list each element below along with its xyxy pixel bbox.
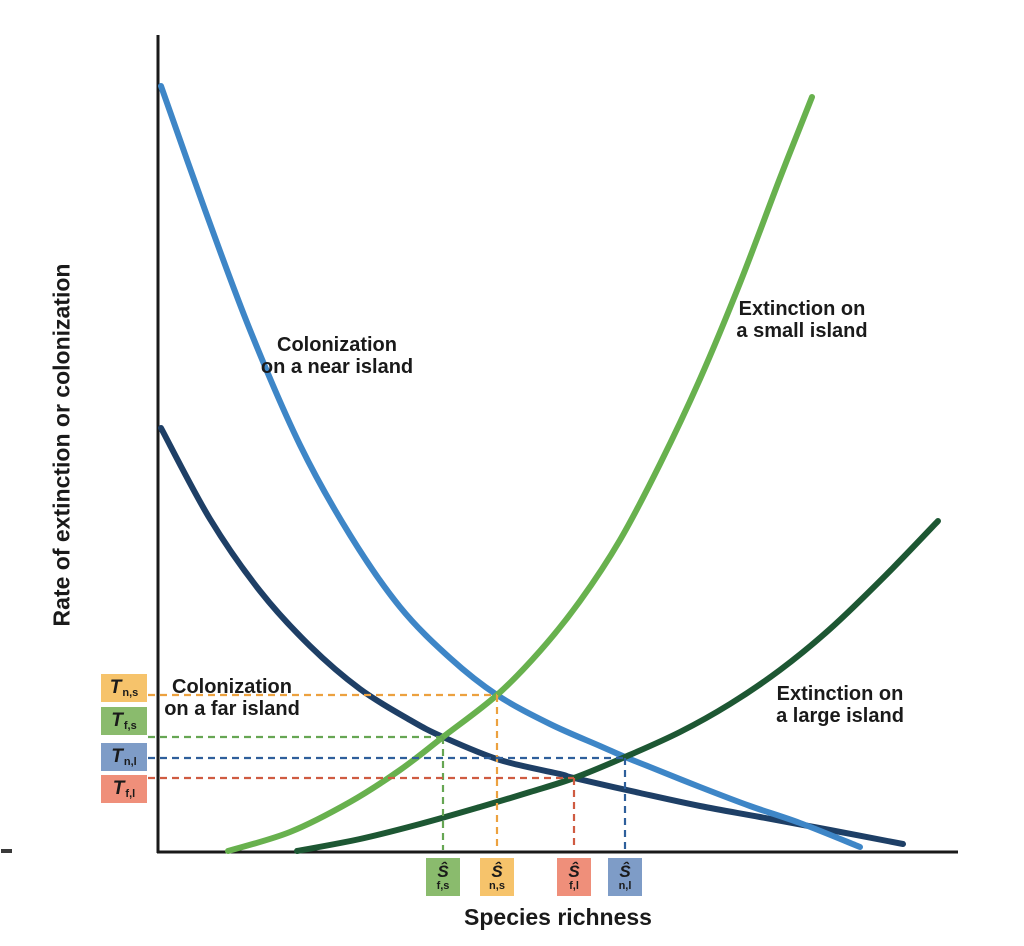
curve-colonization-near [158, 83, 863, 850]
curve-colonization-far [158, 425, 906, 847]
curve-extinction-large [294, 518, 941, 854]
curve-extinction-small [225, 94, 815, 854]
